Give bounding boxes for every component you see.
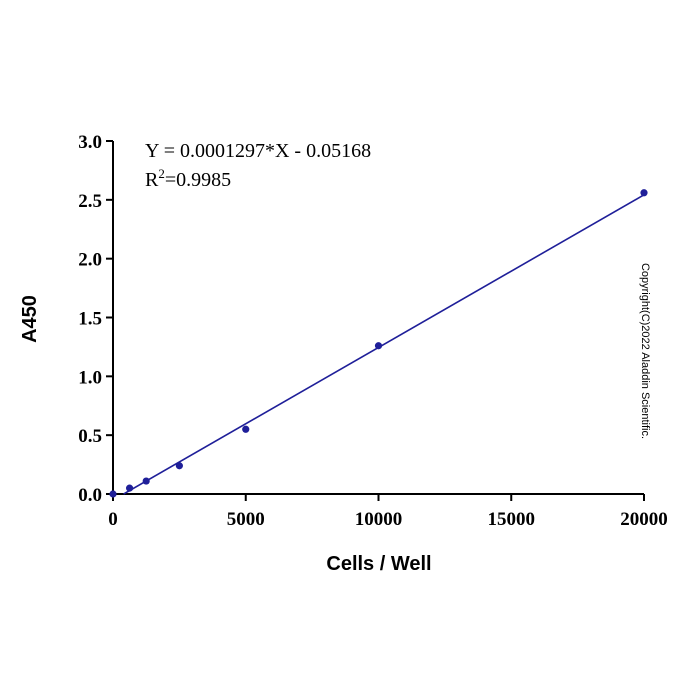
axes — [112, 141, 644, 495]
y-axis-title: A450 — [19, 295, 41, 343]
data-point — [242, 425, 250, 433]
r-squared-value: =0.9985 — [165, 169, 231, 191]
copyright-watermark: Copyright(C)2022 Aladdin Scientific. — [639, 263, 651, 439]
y-tick-label: 0.0 — [78, 485, 102, 506]
fit-line-group — [123, 194, 645, 495]
y-tick-label: 2.5 — [78, 191, 102, 212]
x-tick-label: 20000 — [620, 509, 668, 530]
x-tick-label: 0 — [108, 509, 118, 530]
data-point — [125, 484, 134, 492]
data-point — [640, 189, 648, 197]
y-tick-label: 0.5 — [78, 426, 102, 447]
data-point — [175, 462, 183, 470]
y-tick-label: 2.0 — [78, 250, 102, 271]
data-point — [374, 342, 383, 350]
r-squared-prefix: R — [145, 169, 159, 191]
y-tick-label: 3.0 — [78, 132, 102, 153]
equation-label: Y = 0.0001297*X - 0.05168 — [145, 140, 371, 162]
data-point — [109, 490, 117, 498]
x-tick-label: 10000 — [355, 509, 403, 530]
y-tick-label: 1.0 — [78, 367, 102, 388]
x-tick-label: 5000 — [227, 509, 265, 530]
data-point — [142, 477, 150, 485]
y-ticks: 0.0 0.5 1.0 1.5 2.0 2.5 3.0 — [78, 132, 113, 506]
data-points — [109, 189, 648, 498]
r-squared-superscript: 2 — [158, 166, 165, 181]
fit-line — [123, 194, 645, 495]
y-tick-label: 1.5 — [78, 309, 102, 330]
x-tick-label: 15000 — [488, 509, 536, 530]
r-squared-label: R2=0.9985 — [145, 166, 231, 191]
x-ticks: 0 5000 10000 15000 20000 — [108, 494, 668, 530]
x-axis-title: Cells / Well — [326, 553, 431, 575]
